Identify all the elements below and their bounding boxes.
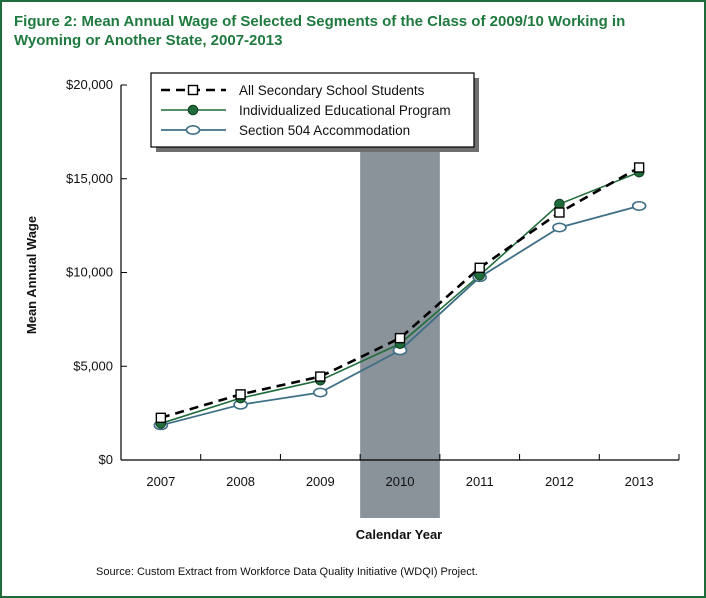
point-all-secondary-school-students-2008	[235, 389, 246, 400]
legend-label-section-504-accommodation: Section 504 Accommodation	[239, 123, 410, 138]
x-axis-title: Calendar Year	[356, 527, 442, 542]
y-tick-label-20000: $20,000	[66, 77, 113, 92]
legend-marker-all-secondary-school-students	[187, 84, 199, 96]
y-axis-title: Mean Annual Wage	[24, 216, 39, 334]
point-all-secondary-school-students-2013	[633, 162, 645, 173]
point-section-504-accommodation-2013	[631, 200, 647, 211]
point-section-504-accommodation-2009	[312, 387, 328, 398]
x-tick-label-2007: 2007	[146, 474, 175, 489]
legend-label-individualized-educational-program: Individualized Educational Program	[239, 103, 451, 118]
x-tick-label-2009: 2009	[306, 474, 335, 489]
x-tick-label-2013: 2013	[625, 474, 654, 489]
source-note: Source: Custom Extract from Workforce Da…	[96, 566, 478, 578]
point-all-secondary-school-students-2012	[554, 207, 565, 218]
highlight-band-2010	[360, 85, 440, 518]
legend-marker-individualized-educational-program	[187, 104, 199, 116]
point-all-secondary-school-students-2011	[474, 262, 485, 274]
point-section-504-accommodation-2012	[552, 222, 567, 233]
x-tick-label-2010: 2010	[386, 474, 415, 489]
legend-label-all-secondary-school-students: All Secondary School Students	[239, 83, 425, 98]
point-all-secondary-school-students-2010	[394, 332, 406, 344]
x-tick-label-2012: 2012	[545, 474, 574, 489]
chart-title: Figure 2: Mean Annual Wage of Selected S…	[14, 13, 626, 49]
point-all-secondary-school-students-2007	[155, 412, 167, 424]
y-tick-label-0: $0	[99, 452, 113, 467]
y-tick-label-15000: $15,000	[66, 171, 113, 186]
x-tick-label-2011: 2011	[466, 474, 494, 489]
point-all-secondary-school-students-2009	[315, 371, 326, 382]
y-tick-label-5000: $5,000	[73, 358, 113, 373]
x-tick-label-2008: 2008	[226, 474, 255, 489]
y-tick-label-10000: $10,000	[66, 265, 113, 280]
legend-marker-section-504-accommodation	[185, 125, 201, 136]
